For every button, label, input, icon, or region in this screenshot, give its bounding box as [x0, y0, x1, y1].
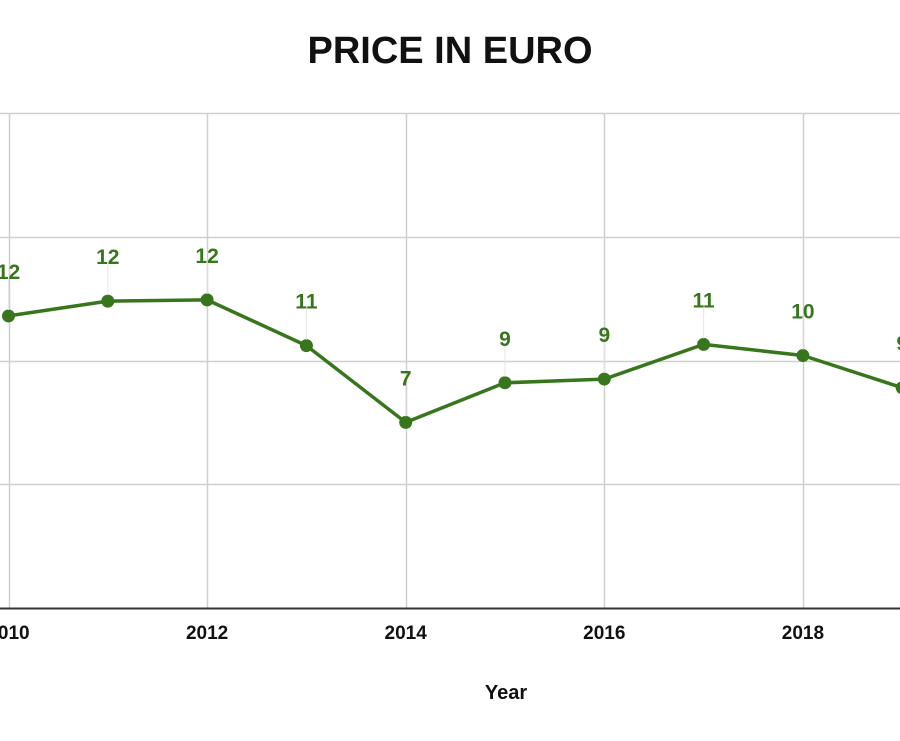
- data-point: [200, 293, 214, 307]
- data-label: 7: [400, 367, 412, 390]
- data-point: [597, 372, 611, 386]
- grid: [0, 112, 900, 608]
- data-label: 11: [295, 291, 318, 314]
- data-points: [2, 293, 900, 429]
- x-tick-label: 2012: [186, 623, 228, 644]
- data-point: [2, 309, 15, 323]
- x-tick-label: 2018: [782, 623, 824, 644]
- data-labels: 12 12 12 11 7 9 9 11 10 9: [0, 245, 900, 417]
- x-tick-label: 2010: [0, 623, 30, 644]
- data-label: 12: [0, 261, 20, 284]
- data-label: 9: [598, 324, 610, 347]
- x-tick-label: 2016: [583, 623, 625, 644]
- data-label: 11: [692, 289, 715, 312]
- x-tick-label: 2014: [385, 623, 428, 644]
- data-label: 9: [499, 328, 511, 351]
- data-label: 10: [791, 301, 814, 324]
- data-label: 9: [896, 333, 900, 356]
- data-label: 12: [96, 246, 119, 269]
- x-axis-title: Year: [485, 682, 527, 704]
- data-point: [101, 294, 115, 308]
- data-point: [498, 376, 512, 390]
- series-line-group: [8, 298, 900, 425]
- data-point: [299, 339, 313, 353]
- data-point: [697, 337, 711, 351]
- x-tick-labels: 2010 2012 2014 2016 2018: [0, 623, 824, 644]
- series-line: [8, 298, 900, 425]
- data-point: [796, 349, 810, 363]
- chart-title: PRICE IN EURO: [307, 30, 593, 72]
- data-point: [895, 381, 900, 394]
- data-label: 12: [195, 245, 218, 268]
- data-point: [399, 415, 413, 429]
